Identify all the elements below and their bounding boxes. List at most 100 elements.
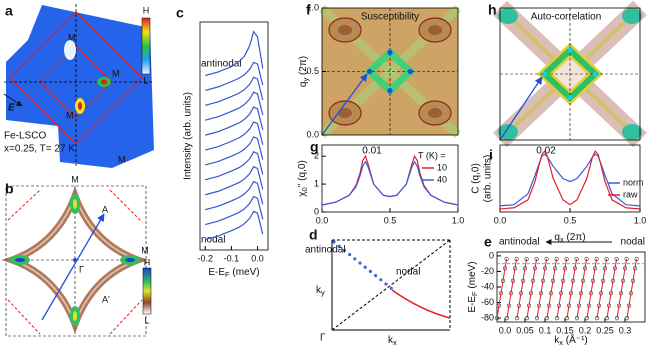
panel-label: h <box>488 2 497 18</box>
panel-b-image <box>1 185 152 337</box>
fermi-point <box>363 265 367 269</box>
fit-line <box>546 258 558 319</box>
series-line <box>205 76 264 106</box>
x-tick-label: 0.0 <box>499 325 512 335</box>
series-line <box>321 160 459 206</box>
legend-title: T (K) = <box>418 150 446 160</box>
fit-line <box>566 258 578 319</box>
y-axis-label-part: '' (q,0) <box>297 160 308 187</box>
fermi-point <box>332 240 336 244</box>
fermi-point <box>337 244 341 248</box>
point-label: M <box>118 154 126 164</box>
x-axis-label-part: (Å⁻¹) <box>563 333 588 346</box>
series-line <box>499 150 641 210</box>
point-label: M <box>68 32 76 42</box>
y-tick-label: 2 <box>314 151 319 161</box>
point-label: M <box>112 68 120 78</box>
panel-label: f <box>306 2 311 18</box>
plot-frame <box>499 7 641 141</box>
x-tick-label: 1.0 <box>452 215 465 225</box>
y-axis-label-part: (2π) <box>298 56 309 78</box>
x-axis-label-part: (2π) <box>564 232 586 243</box>
series-line <box>499 153 641 207</box>
series-line <box>205 151 264 181</box>
fit-line <box>596 258 608 319</box>
annotation: nodal <box>621 237 645 248</box>
y-axis-label-part: q <box>298 82 309 88</box>
fermi-point <box>342 248 346 252</box>
y-axis-label: qy (2π) <box>298 56 310 87</box>
y-axis-label-part: χ <box>297 191 308 197</box>
y-tick-label: 0 <box>314 206 319 216</box>
axis-label-part: k <box>388 335 394 346</box>
panel-label: b <box>5 181 14 197</box>
series-line <box>205 91 264 121</box>
x-tick-label: 0.5 <box>384 215 397 225</box>
x-tick-label: 0.1 <box>539 325 552 335</box>
series-line <box>205 61 264 91</box>
y-axis-label-part: (meV) <box>467 261 478 291</box>
fit-line <box>606 258 618 319</box>
point-label: A <box>102 204 108 214</box>
axis-label-part: y <box>321 288 325 297</box>
y-axis-label: E-EF (meV) <box>467 261 479 312</box>
annotation: nodal <box>396 267 420 278</box>
x-axis-label: E-EF (meV) <box>208 267 259 279</box>
axis-label-part: k <box>316 285 322 296</box>
x-axis-label-part: F <box>225 270 230 279</box>
y-axis-label: C (q,0) <box>471 163 482 194</box>
panel-label: i <box>489 147 493 163</box>
panel-label: g <box>310 139 319 155</box>
y-axis-label-part: E-E <box>467 296 478 313</box>
colorbar-label: H <box>143 5 150 15</box>
origin-label: Γ <box>320 333 326 344</box>
legend-label: 40 <box>437 174 447 184</box>
x-axis-label-part: E-E <box>208 267 225 278</box>
x-axis-label: qx (2π) <box>554 232 585 244</box>
series-line <box>205 121 264 151</box>
x-axis-label-part: k <box>554 335 560 346</box>
colorbar-label: H <box>144 257 151 267</box>
conditions-label: x=0.25, T= 27 K <box>4 144 75 155</box>
x-tick-label: 0.0 <box>494 215 507 225</box>
y-tick-label: -40 <box>481 281 494 291</box>
peak-point <box>407 68 413 75</box>
x-axis-label-part: (meV) <box>230 267 260 278</box>
panel-d-diagram <box>331 239 451 331</box>
panel-label: e <box>484 234 492 250</box>
legend-label: raw <box>623 189 638 199</box>
plot-frame <box>496 251 646 323</box>
x-tick-label: 0.15 <box>556 325 574 335</box>
annotation: antinodal <box>201 59 242 70</box>
annotation: 0.01 <box>362 146 382 157</box>
annotation: nodal <box>201 235 225 246</box>
x-tick-label: -0.1 <box>224 253 240 263</box>
x-tick-label: 0.0 <box>316 215 329 225</box>
fermi-point <box>374 274 378 278</box>
point-label: A' <box>102 294 110 304</box>
point-label: Γ <box>79 264 84 274</box>
peak-point <box>592 71 598 77</box>
y-tick-label: 0.0 <box>306 129 319 139</box>
fit-line <box>526 258 538 319</box>
panel-label: d <box>309 227 318 243</box>
x-axis-label-part: x <box>559 338 563 347</box>
x-tick-label: 0.05 <box>516 325 534 335</box>
y-axis-label: (arb. units) <box>483 155 494 203</box>
fermi-point <box>384 282 388 286</box>
annotation: antinodal <box>305 245 346 256</box>
plot-frame <box>199 21 269 251</box>
axis-label: kx <box>388 335 397 347</box>
y-tick-label: 0 <box>489 250 494 260</box>
point-label: M <box>66 110 74 120</box>
chart-title: Susceptibility <box>361 12 419 23</box>
fit-line <box>556 258 568 319</box>
sample-label: Fe-LSCO <box>4 131 46 142</box>
x-axis-label-part: q <box>554 232 560 243</box>
colorbar-label: L <box>143 75 148 85</box>
y-axis-label-part: 0 <box>300 187 309 191</box>
series-line <box>205 210 264 241</box>
axis-label-part: x <box>393 338 397 347</box>
fermi-point <box>358 261 362 265</box>
fit-line <box>626 258 638 319</box>
